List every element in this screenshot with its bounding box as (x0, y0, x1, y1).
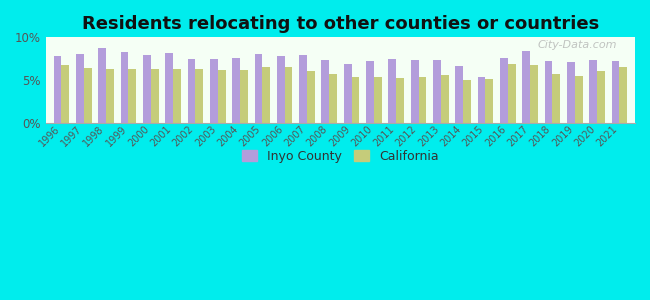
Bar (98, 48, 106, 123)
Bar (322, 60, 330, 123)
Bar (389, 59, 396, 123)
Bar (277, 56, 285, 123)
Bar (151, 69, 159, 123)
Bar (575, 76, 582, 123)
Bar (545, 61, 552, 123)
Bar (567, 62, 575, 123)
Bar (196, 69, 203, 123)
Bar (456, 66, 463, 123)
Bar (463, 80, 471, 123)
Bar (478, 76, 486, 123)
Bar (396, 78, 404, 123)
Bar (106, 69, 114, 123)
Bar (552, 74, 560, 123)
Bar (240, 70, 248, 123)
Bar (255, 54, 263, 123)
Bar (523, 51, 530, 123)
Bar (173, 69, 181, 123)
Bar (330, 74, 337, 123)
Bar (76, 54, 84, 123)
Bar (366, 61, 374, 123)
Bar (129, 69, 136, 123)
Bar (597, 70, 605, 123)
Bar (352, 76, 359, 123)
Bar (143, 55, 151, 123)
Bar (285, 67, 292, 123)
Bar (508, 64, 515, 123)
Bar (188, 59, 196, 123)
Bar (486, 79, 493, 123)
Bar (121, 52, 129, 123)
Bar (441, 75, 448, 123)
Title: Residents relocating to other counties or countries: Residents relocating to other counties o… (82, 15, 599, 33)
Bar (612, 61, 619, 123)
Bar (419, 76, 426, 123)
Bar (500, 58, 508, 123)
Bar (263, 67, 270, 123)
Legend: Inyo County, California: Inyo County, California (237, 145, 444, 168)
Bar (411, 59, 419, 123)
Bar (210, 59, 218, 123)
Bar (307, 71, 315, 123)
Bar (165, 53, 173, 123)
Text: City-Data.com: City-Data.com (538, 40, 618, 50)
Bar (344, 64, 352, 123)
Bar (619, 67, 627, 123)
Bar (530, 64, 538, 123)
Bar (62, 65, 70, 123)
Bar (299, 55, 307, 123)
Bar (433, 59, 441, 123)
Bar (84, 68, 92, 123)
Bar (218, 70, 226, 123)
Bar (374, 77, 382, 123)
Bar (54, 56, 62, 123)
Bar (590, 59, 597, 123)
Bar (232, 58, 240, 123)
